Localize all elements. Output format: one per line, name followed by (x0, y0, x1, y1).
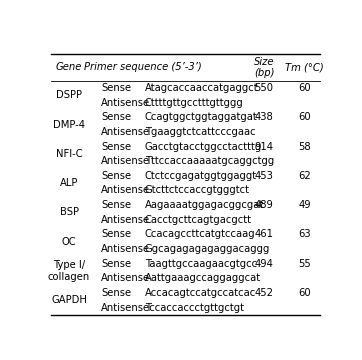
Text: 914: 914 (254, 141, 274, 152)
Text: Ccagtggctggtaggatgat: Ccagtggctggtaggatgat (145, 112, 258, 122)
Text: Sense: Sense (101, 112, 131, 122)
Text: Antisense: Antisense (101, 185, 151, 195)
Text: 62: 62 (298, 171, 311, 181)
Text: Tm (°C): Tm (°C) (285, 62, 324, 72)
Text: Antisense: Antisense (101, 98, 151, 108)
Text: Tgaaggtctcattcccgaac: Tgaaggtctcattcccgaac (145, 127, 256, 137)
Text: 60: 60 (298, 288, 311, 298)
Text: Ctctccgagatggtggaggt: Ctctccgagatggtggaggt (145, 171, 257, 181)
Text: 63: 63 (298, 229, 311, 239)
Text: Cacctgcttcagtgacgctt: Cacctgcttcagtgacgctt (145, 215, 252, 225)
Text: Aattgaaagccaggaggcat: Aattgaaagccaggaggcat (145, 273, 261, 283)
Text: GAPDH: GAPDH (51, 295, 87, 305)
Text: Sense: Sense (101, 258, 131, 269)
Text: 60: 60 (298, 83, 311, 93)
Text: 452: 452 (254, 288, 274, 298)
Text: Taagttgccaagaacgtgcc: Taagttgccaagaacgtgcc (145, 258, 257, 269)
Text: Ggcagagagagaggacaggg: Ggcagagagagaggacaggg (145, 244, 270, 254)
Text: Sense: Sense (101, 171, 131, 181)
Text: Ccacagccttcatgtccaag: Ccacagccttcatgtccaag (145, 229, 256, 239)
Text: 494: 494 (254, 258, 274, 269)
Text: Gtcttctccaccgtgggtct: Gtcttctccaccgtgggtct (145, 185, 250, 195)
Text: Sense: Sense (101, 229, 131, 239)
Text: Gene: Gene (56, 62, 82, 72)
Text: Tccaccaccctgttgctgt: Tccaccaccctgttgctgt (145, 302, 244, 312)
Text: 60: 60 (298, 112, 311, 122)
Text: Aagaaaatggagacggcgat: Aagaaaatggagacggcgat (145, 200, 264, 210)
Text: NFI-C: NFI-C (56, 149, 83, 159)
Text: 58: 58 (298, 141, 311, 152)
Text: Type I/
collagen: Type I/ collagen (48, 260, 90, 282)
Text: 55: 55 (298, 258, 311, 269)
Text: Sense: Sense (101, 288, 131, 298)
Text: Sense: Sense (101, 200, 131, 210)
Text: 49: 49 (298, 200, 311, 210)
Text: BSP: BSP (60, 207, 79, 217)
Text: Tttccaccaaaaatgcaggctgg: Tttccaccaaaaatgcaggctgg (145, 156, 274, 166)
Text: 438: 438 (255, 112, 273, 122)
Text: 489: 489 (254, 200, 274, 210)
Text: Size
(bp): Size (bp) (254, 57, 274, 78)
Text: 461: 461 (254, 229, 274, 239)
Text: Gacctgtacctggcctactttg: Gacctgtacctggcctactttg (145, 141, 262, 152)
Text: Accacagtccatgccatcac: Accacagtccatgccatcac (145, 288, 256, 298)
Text: Antisense: Antisense (101, 156, 151, 166)
Text: Antisense: Antisense (101, 244, 151, 254)
Text: Antisense: Antisense (101, 302, 151, 312)
Text: Primer sequence (5’-3’): Primer sequence (5’-3’) (84, 62, 202, 72)
Text: Sense: Sense (101, 83, 131, 93)
Text: Cttttgttgcctttgttggg: Cttttgttgcctttgttggg (145, 98, 244, 108)
Text: 550: 550 (254, 83, 274, 93)
Text: Atagcaccaaccatgaggct: Atagcaccaaccatgaggct (145, 83, 258, 93)
Text: Antisense: Antisense (101, 215, 151, 225)
Text: DMP-4: DMP-4 (53, 120, 85, 130)
Text: 453: 453 (254, 171, 274, 181)
Text: Sense: Sense (101, 141, 131, 152)
Text: DSPP: DSPP (56, 90, 82, 100)
Text: ALP: ALP (60, 178, 78, 188)
Text: Antisense: Antisense (101, 273, 151, 283)
Text: Antisense: Antisense (101, 127, 151, 137)
Text: OC: OC (62, 237, 76, 247)
